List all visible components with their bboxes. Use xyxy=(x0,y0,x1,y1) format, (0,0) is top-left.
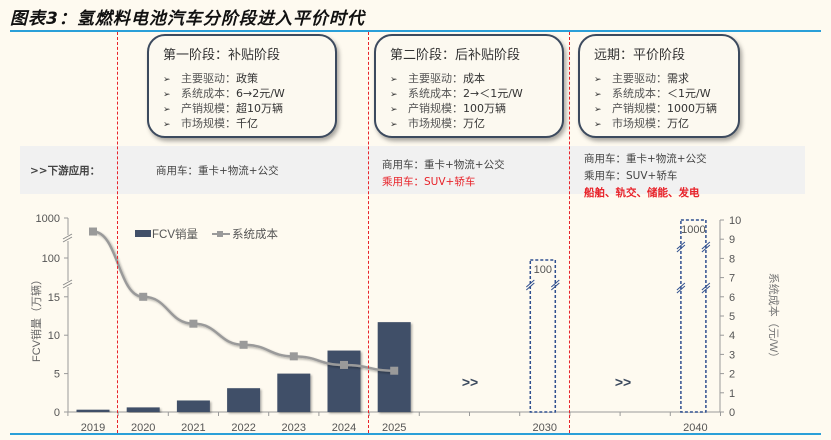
arrow-bullet-icon: ➢ xyxy=(163,90,171,100)
downstream-stage2-passenger: 乘用车：SUV+轿车 xyxy=(382,176,476,188)
svg-text:FCV销量（万辆）: FCV销量（万辆） xyxy=(29,274,43,362)
arrow-bullet-icon: ➢ xyxy=(390,75,398,85)
cost-point xyxy=(340,360,348,369)
stage-1-box: 第一阶段：补贴阶段 ➢ 主要驱动：政策 ➢ 系统成本：6→2元/W ➢ 产销规模：超1… xyxy=(147,34,337,138)
arrow-bullet-icon: ➢ xyxy=(390,90,398,100)
svg-text:10: 10 xyxy=(729,215,741,227)
svg-text:2022: 2022 xyxy=(231,422,255,434)
downstream-stage3-passenger: 乘用车：SUV+轿车 xyxy=(584,170,678,182)
projected-bar-2040 xyxy=(680,219,707,413)
cost-point xyxy=(239,340,248,349)
figure-title: 图表3：氢燃料电池汽车分阶段进入平价时代 xyxy=(10,9,365,29)
stage-row: ➢ 产销规模：100万辆 xyxy=(390,102,506,115)
stage-row: ➢ 市场规模：万亿 xyxy=(390,117,485,130)
svg-text:0: 0 xyxy=(54,407,60,419)
downstream-stage2-commercial: 商用车：重卡+物流+公交 xyxy=(382,159,505,171)
stage-row: ➢ 系统成本：2→＜1元/W xyxy=(390,87,523,100)
stage-title: 第一阶段：补贴阶段 xyxy=(163,48,281,63)
arrow-bullet-icon: ➢ xyxy=(594,120,602,130)
svg-text:5: 5 xyxy=(54,369,60,381)
svg-text:0: 0 xyxy=(729,407,735,419)
svg-text:1: 1 xyxy=(729,388,735,400)
arrow-bullet-icon: ➢ xyxy=(390,120,398,130)
downstream-label: >>下游应用： xyxy=(30,165,101,177)
downstream-stage3-commercial: 商用车：重卡+物流+公交 xyxy=(584,153,707,165)
svg-text:系统成本: 系统成本 xyxy=(232,227,278,241)
svg-text:15: 15 xyxy=(48,292,60,304)
top-rule xyxy=(10,30,821,32)
stage-divider xyxy=(569,32,570,433)
stage-row: ➢ 主要驱动：成本 xyxy=(390,72,485,85)
downstream-band xyxy=(20,146,805,194)
arrow-bullet-icon: ➢ xyxy=(390,105,398,115)
svg-text:2024: 2024 xyxy=(332,422,356,434)
cost-point xyxy=(189,319,198,328)
arrow-bullet-icon: ➢ xyxy=(594,90,602,100)
svg-text:3: 3 xyxy=(729,349,735,361)
svg-text:10: 10 xyxy=(48,330,60,342)
cost-point xyxy=(139,292,148,301)
svg-text:9: 9 xyxy=(729,234,735,246)
svg-text:2040: 2040 xyxy=(683,422,707,434)
stage-2-box: 第二阶段：后补贴阶段 ➢ 主要驱动：成本 ➢ 系统成本：2→＜1元/W ➢ 产销规模：… xyxy=(374,34,564,138)
cost-point xyxy=(289,352,298,361)
svg-text:6: 6 xyxy=(729,292,735,304)
stage-row: ➢ 产销规模：1000万辆 xyxy=(594,102,717,115)
downstream-stage3-other: 船舶、轨交、储能、发电 xyxy=(584,187,700,199)
svg-text:2020: 2020 xyxy=(131,422,155,434)
arrow-bullet-icon: ➢ xyxy=(163,75,171,85)
bottom-rule xyxy=(10,433,821,435)
bar-2020 xyxy=(126,407,160,412)
stage-row: ➢ 市场规模：千亿 xyxy=(163,117,258,130)
svg-text:2019: 2019 xyxy=(81,422,105,434)
svg-text:100: 100 xyxy=(42,253,60,265)
stage-row: ➢ 主要驱动：政策 xyxy=(163,72,258,85)
bar-2023 xyxy=(277,373,311,412)
svg-text:5: 5 xyxy=(729,311,735,323)
cost-point xyxy=(390,366,399,375)
svg-text:2023: 2023 xyxy=(282,422,306,434)
svg-text:2021: 2021 xyxy=(181,422,205,434)
svg-text:100: 100 xyxy=(534,264,552,276)
svg-text:2030: 2030 xyxy=(533,422,557,434)
svg-text:2025: 2025 xyxy=(382,422,406,434)
stage-divider xyxy=(368,32,369,433)
cost-point xyxy=(89,227,97,236)
stage-3-box: 远期：平价阶段 ➢ 主要驱动：需求 ➢ 系统成本：＜1元/W ➢ 产销规模：1000万… xyxy=(578,34,740,138)
downstream-stage1: 商用车：重卡+物流+公交 xyxy=(156,165,279,177)
stage-row: ➢ 产销规模：超10万辆 xyxy=(163,102,283,115)
svg-text:8: 8 xyxy=(729,253,735,265)
arrow-bullet-icon: ➢ xyxy=(163,105,171,115)
bar-2024 xyxy=(327,350,361,412)
stage-title: 远期：平价阶段 xyxy=(594,48,686,63)
svg-text:1000: 1000 xyxy=(681,224,705,236)
bar-2021 xyxy=(176,400,210,412)
stage-row: ➢ 系统成本：6→2元/W xyxy=(163,87,285,100)
svg-text:>>: >> xyxy=(615,374,631,390)
svg-text:4: 4 xyxy=(729,330,735,342)
arrow-bullet-icon: ➢ xyxy=(163,120,171,130)
svg-text:>>: >> xyxy=(462,374,478,390)
bar-2019 xyxy=(76,409,110,412)
svg-text:7: 7 xyxy=(729,273,735,285)
arrow-bullet-icon: ➢ xyxy=(594,105,602,115)
stage-divider xyxy=(117,32,118,433)
stage-title: 第二阶段：后补贴阶段 xyxy=(390,48,521,63)
projected-bar-2030 xyxy=(529,259,557,413)
stage-row: ➢ 系统成本：＜1元/W xyxy=(594,87,711,100)
svg-text:FCV销量: FCV销量 xyxy=(152,227,198,241)
svg-text:系统成本（元/W）: 系统成本（元/W） xyxy=(767,273,781,363)
bar-2022 xyxy=(227,388,261,412)
svg-text:1000: 1000 xyxy=(36,213,60,225)
stage-row: ➢ 主要驱动：需求 xyxy=(594,72,689,85)
arrow-bullet-icon: ➢ xyxy=(594,75,602,85)
stage-row: ➢ 市场规模：万亿 xyxy=(594,117,689,130)
svg-text:2: 2 xyxy=(729,369,735,381)
